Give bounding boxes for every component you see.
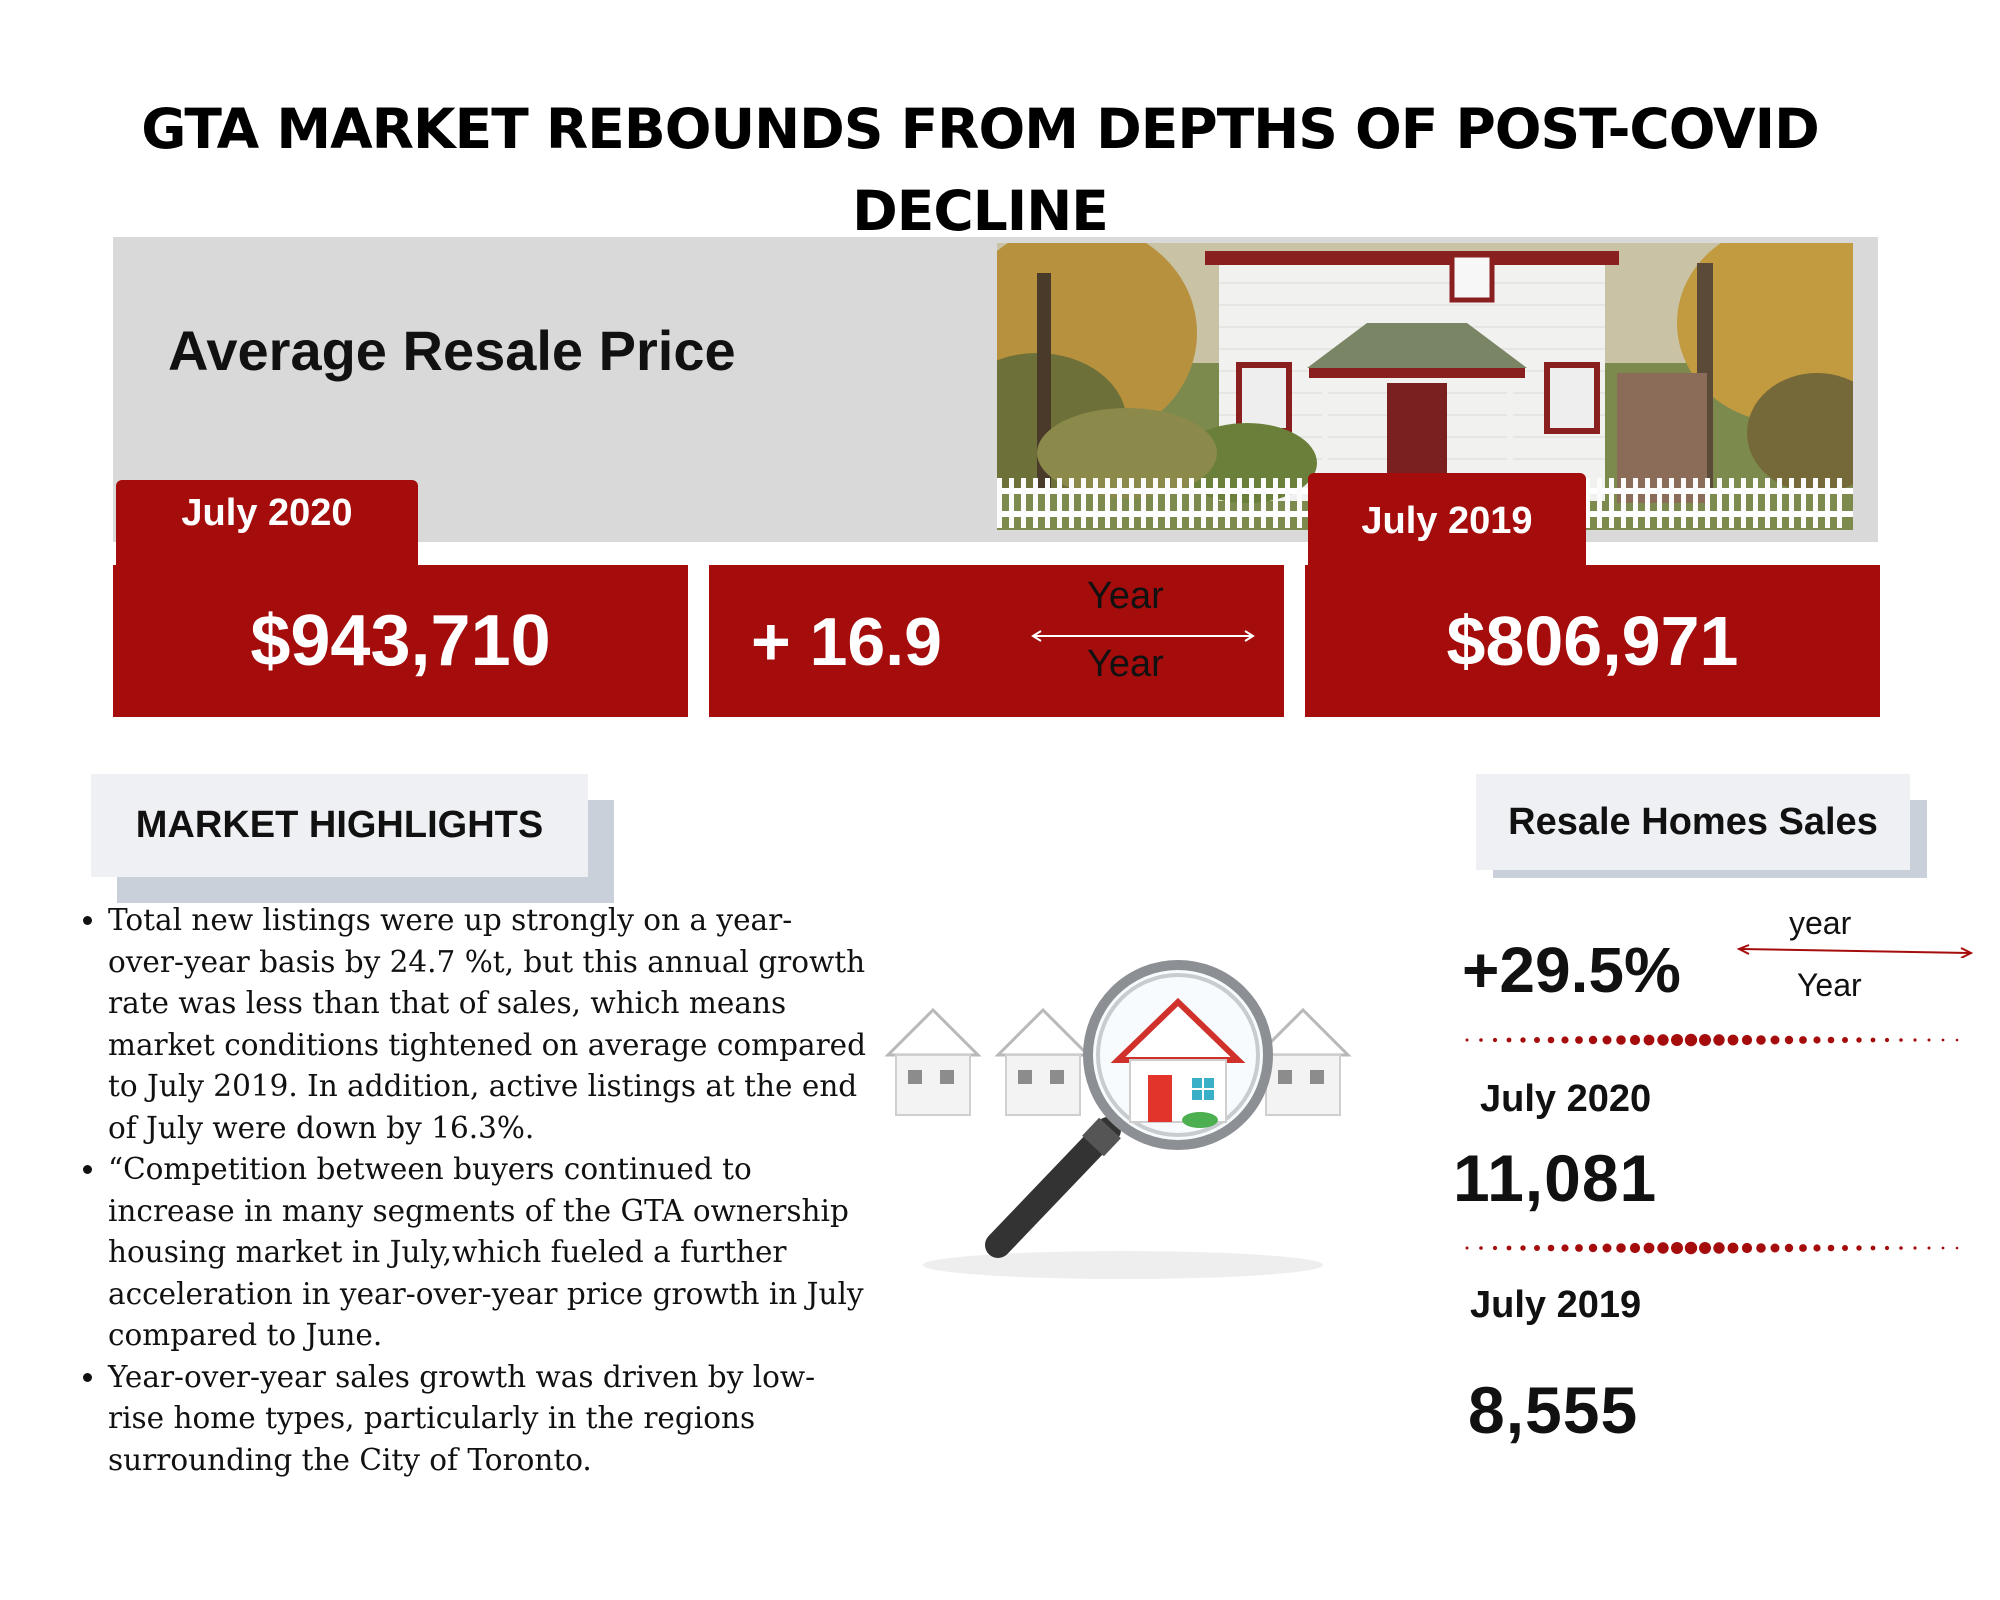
highlight-item: “Competition between buyers continued to… <box>108 1149 868 1357</box>
sales-current-value: 11,081 <box>1453 1141 1658 1215</box>
price-change-label-top: Year <box>1087 575 1164 617</box>
tab-july-2020: July 2020 <box>116 480 418 566</box>
current-price-value: $943,710 <box>250 601 551 681</box>
page-title: GTA MARKET REBOUNDS FROM DEPTHS OF POST-… <box>141 97 1819 243</box>
dotted-divider <box>1465 1033 1959 1047</box>
house-photo <box>997 243 1853 530</box>
dotted-divider <box>1465 1241 1959 1255</box>
average-resale-price-heading: Average Resale Price <box>168 319 736 382</box>
tab-july-2019: July 2019 <box>1308 473 1586 569</box>
previous-price-box: $806,971 <box>1305 565 1880 717</box>
highlight-item: Total new listings were up strongly on a… <box>108 900 868 1149</box>
price-change-label-bottom: Year <box>1087 643 1164 685</box>
highlight-item: Year-over-year sales growth was driven b… <box>108 1357 868 1482</box>
sales-current-label: July 2020 <box>1480 1078 1652 1120</box>
sales-change-label-bottom: Year <box>1797 967 1862 1003</box>
market-highlights-heading: MARKET HIGHLIGHTS <box>91 774 588 877</box>
sales-previous-label: July 2019 <box>1470 1284 1642 1326</box>
price-change-box: + 16.9 Year Year <box>709 565 1284 717</box>
sales-change-value: +29.5% <box>1462 934 1681 1006</box>
house-icon <box>884 1007 982 1116</box>
current-price-box: $943,710 <box>113 565 688 717</box>
double-arrow-icon <box>1031 630 1255 642</box>
double-arrow-icon <box>1736 944 1974 958</box>
price-change-value: + 16.9 <box>751 604 942 680</box>
sales-previous-value: 8,555 <box>1468 1373 1639 1447</box>
house-search-illustration <box>878 960 1368 1290</box>
sales-change-label-top: year <box>1789 905 1852 941</box>
highlights-list: Total new listings were up strongly on a… <box>60 900 868 1481</box>
previous-price-value: $806,971 <box>1446 602 1739 680</box>
resale-homes-sales-heading: Resale Homes Sales <box>1476 774 1910 870</box>
